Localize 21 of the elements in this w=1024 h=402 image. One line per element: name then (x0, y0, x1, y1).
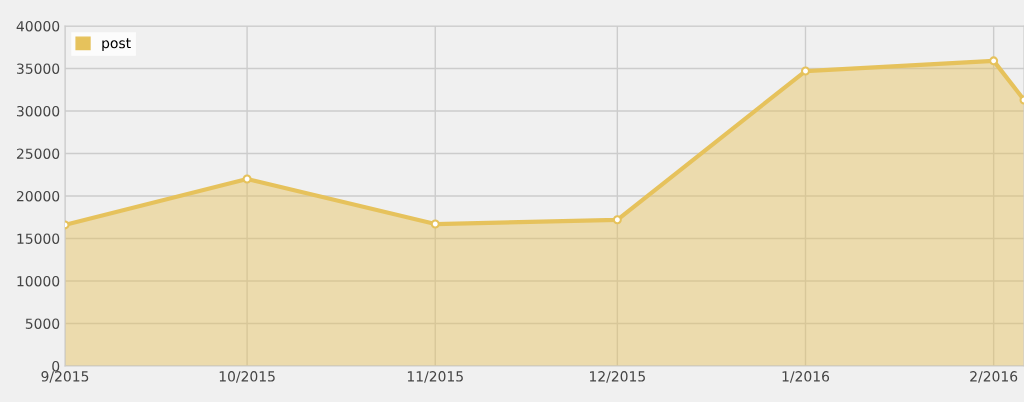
y-tick-label: 0 (52, 360, 60, 372)
point (800, 66, 811, 76)
x-tick-label: 12/2015 (590, 371, 645, 383)
x-tick-label: 9/2015 (41, 371, 89, 383)
x-tick-label: 11/2015 (407, 371, 463, 383)
point (989, 56, 999, 66)
y-tick-label: 40000 (16, 20, 60, 32)
y-tick-label: 20000 (16, 190, 60, 202)
y-tick-label: 10000 (17, 275, 60, 287)
x-tick-label: 2/2016 (970, 371, 1018, 383)
x-tick-label: 1/2016 (782, 371, 830, 383)
y-tick-label: 25000 (16, 148, 60, 159)
point (242, 174, 252, 184)
y-tick-label: 35000 (17, 63, 60, 74)
legend-label: post (102, 38, 131, 51)
x-tick-label: 10/2015 (219, 371, 275, 383)
point (612, 215, 622, 225)
point (430, 219, 440, 229)
y-tick-label: 30000 (17, 105, 60, 117)
y-tick-label: 15000 (17, 233, 60, 244)
y-tick-label: 5000 (25, 318, 60, 329)
